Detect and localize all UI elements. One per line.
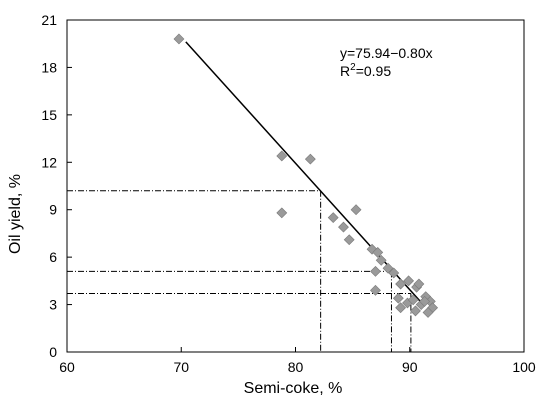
data-point [403, 275, 415, 287]
y-axis-ticks: 0 3 6 9 12 15 18 21 [41, 12, 72, 360]
r-squared-exponent: 2 [350, 62, 356, 73]
data-point [375, 254, 387, 266]
data-point [350, 204, 362, 216]
y-tick-label: 0 [49, 344, 57, 360]
data-point [392, 292, 404, 304]
y-tick-label: 18 [41, 59, 57, 75]
data-point [407, 294, 419, 306]
data-point [388, 267, 400, 279]
data-point [413, 278, 425, 290]
y-tick-label: 6 [49, 249, 57, 265]
x-tick-label: 60 [59, 359, 75, 375]
x-axis-title: Semi-coke, % [244, 380, 343, 397]
data-point [173, 33, 185, 45]
data-point [370, 284, 381, 296]
y-tick-label: 21 [41, 12, 57, 28]
data-point [370, 265, 381, 277]
data-point [276, 207, 288, 219]
y-tick-label: 15 [41, 107, 57, 123]
r-squared-value: =0.95 [356, 63, 392, 79]
data-point [372, 246, 384, 258]
data-point [276, 150, 288, 162]
y-axis-title: Oil yield, % [7, 174, 24, 254]
data-points [173, 33, 439, 318]
data-point [343, 234, 355, 246]
x-tick-label: 80 [288, 359, 304, 375]
x-tick-label: 70 [173, 359, 189, 375]
y-tick-label: 3 [49, 297, 57, 313]
x-axis-ticks: 60 70 80 90 100 [59, 347, 536, 375]
r-squared-symbol: R [340, 63, 350, 79]
data-point [327, 212, 339, 224]
data-point [395, 278, 407, 290]
data-point [395, 302, 407, 314]
regression-equation: y=75.94−0.80x [340, 45, 433, 61]
y-tick-label: 12 [41, 154, 57, 170]
data-point [419, 295, 431, 307]
data-point [422, 307, 434, 318]
reference-lines [67, 190, 412, 352]
r-squared-label: R2=0.95 [340, 62, 391, 79]
data-point [382, 262, 394, 274]
x-tick-label: 100 [512, 359, 536, 375]
x-tick-label: 90 [402, 359, 418, 375]
data-point [410, 305, 421, 317]
data-point [338, 221, 349, 233]
y-tick-label: 9 [49, 202, 57, 218]
data-point [304, 153, 316, 165]
